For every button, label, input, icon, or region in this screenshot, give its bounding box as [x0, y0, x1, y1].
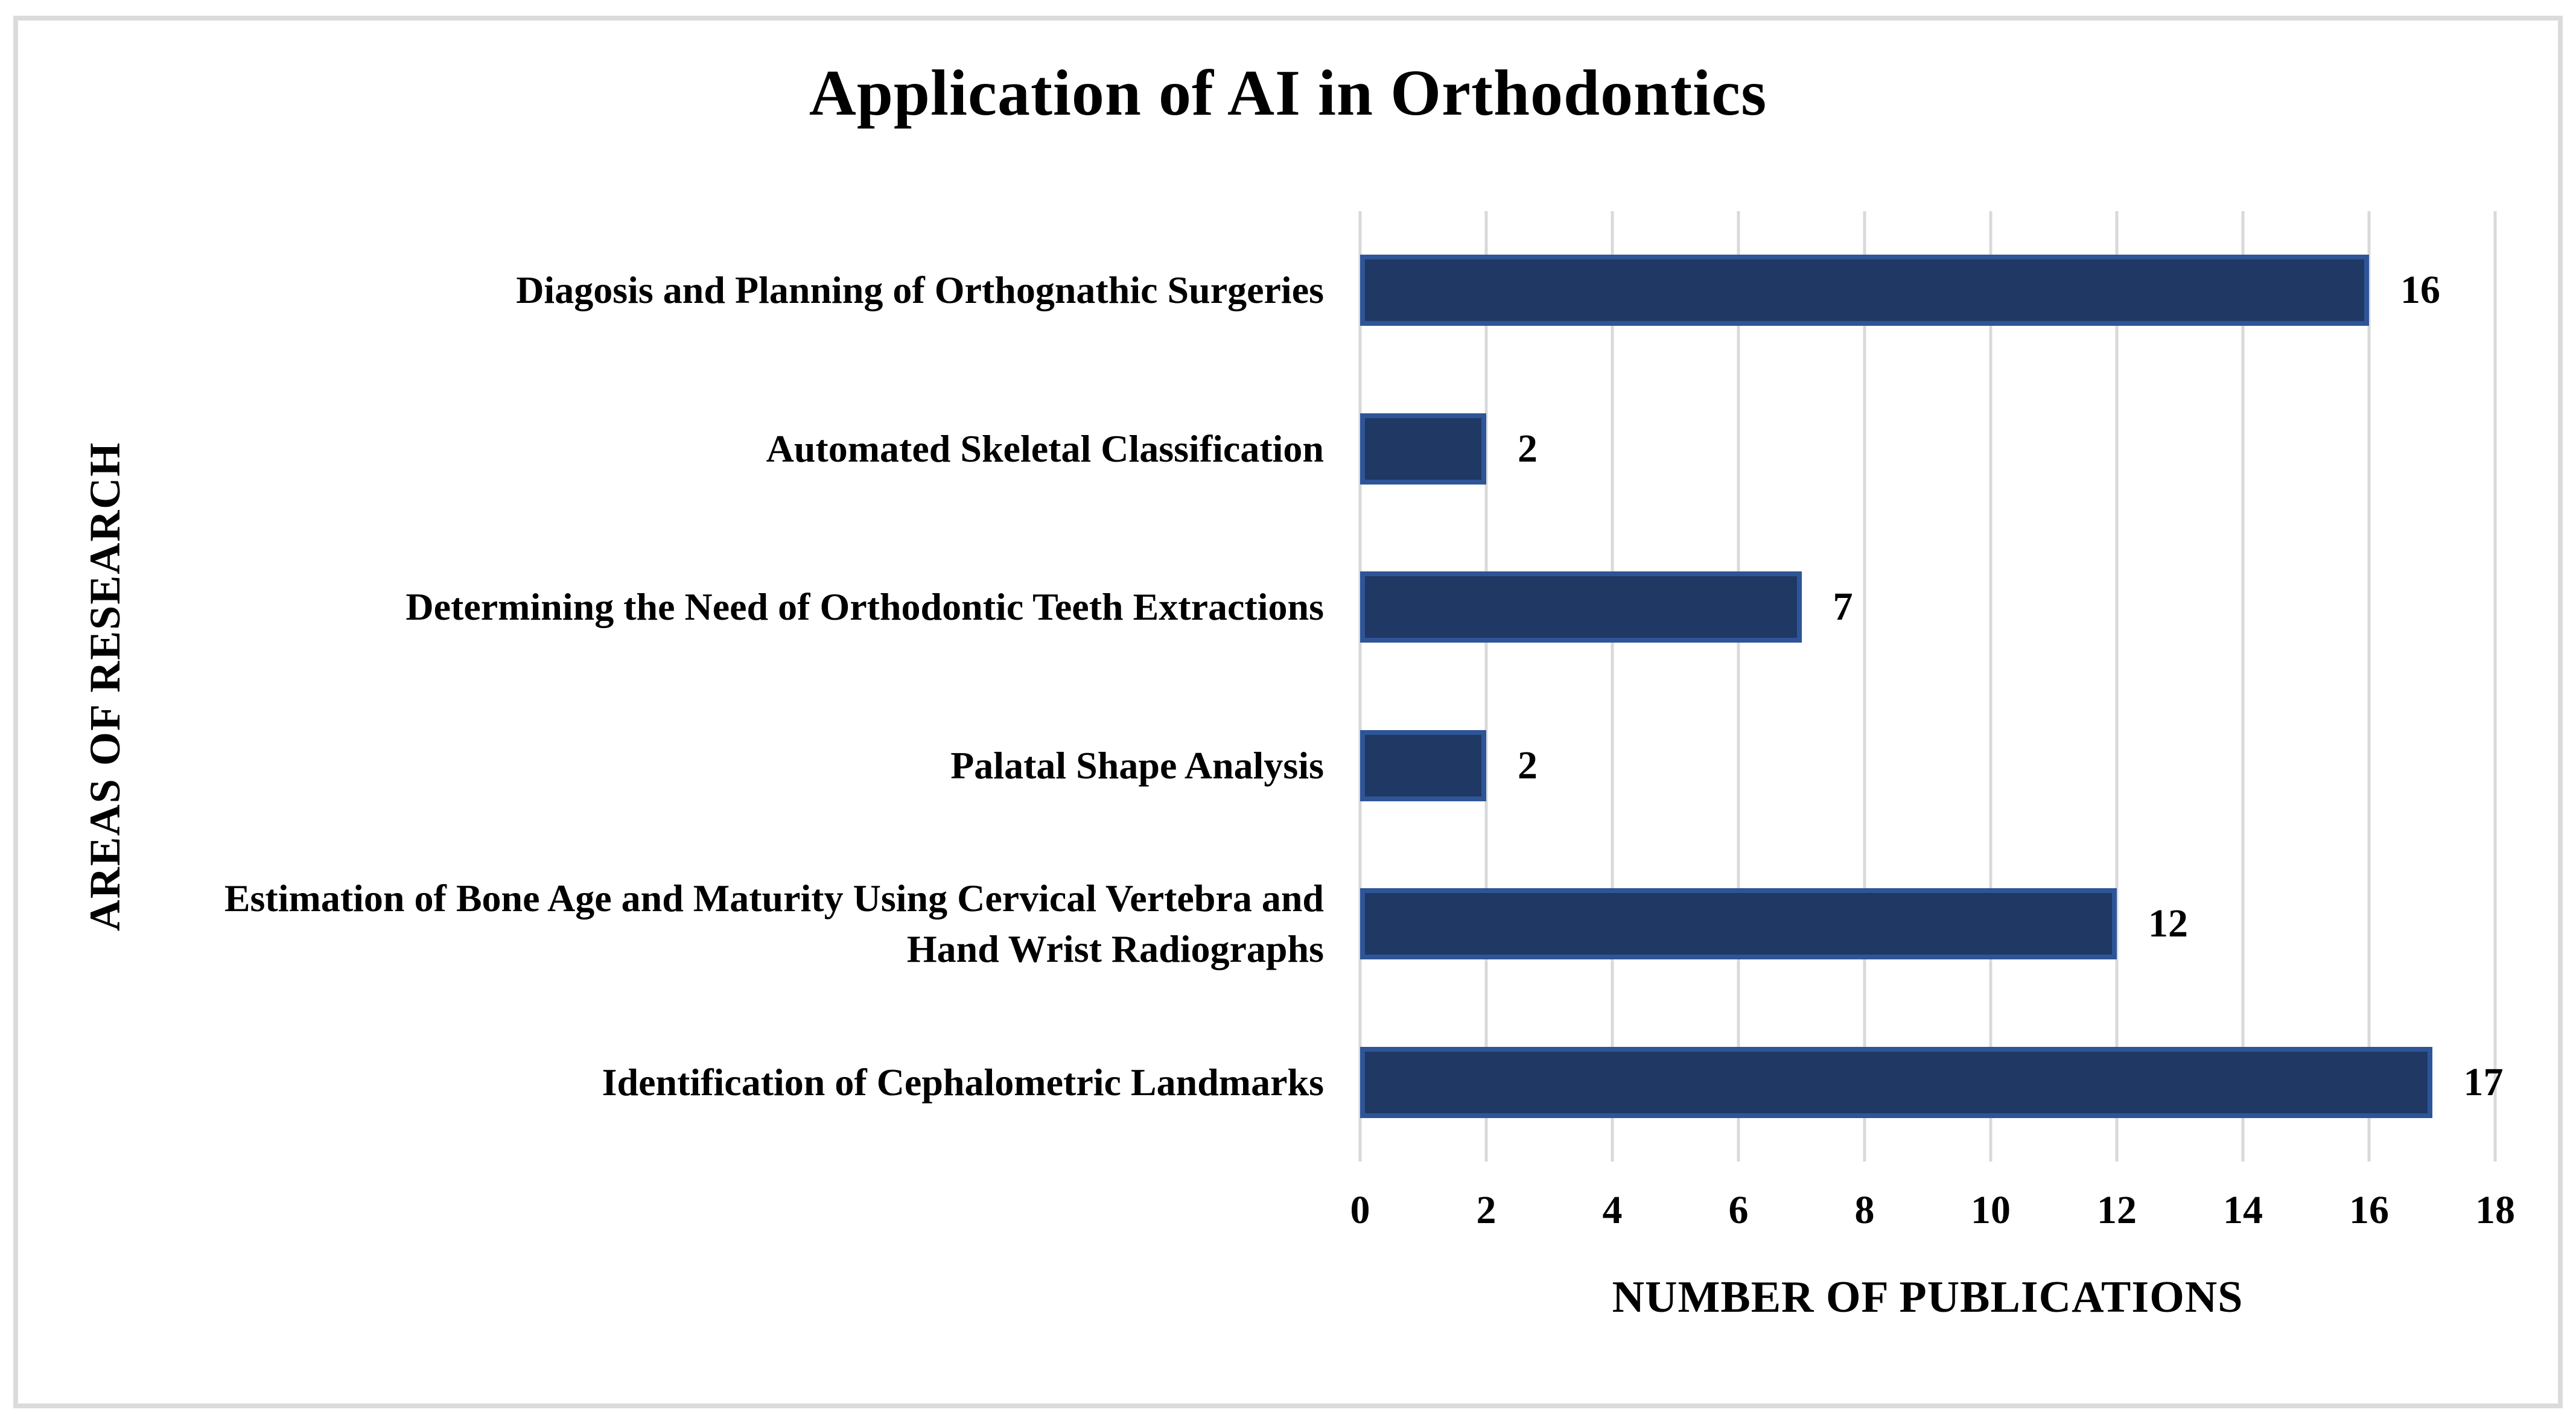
- bar: [1360, 571, 1802, 643]
- category-label: Identification of Cephalometric Landmark…: [602, 1060, 1324, 1104]
- category-label: Automated Skeletal Classification: [766, 427, 1324, 470]
- gridline: [2115, 211, 2119, 1162]
- category-label: Palatal Shape Analysis: [950, 743, 1324, 787]
- x-tick-labels: 0 2 4 6 8 10 12 14 16 18: [1350, 1187, 2516, 1242]
- gridline: [1611, 211, 1614, 1162]
- x-tick-label: 6: [1728, 1188, 1749, 1232]
- gridline: [2493, 211, 2497, 1162]
- bar-value-label: 17: [2463, 1060, 2504, 1104]
- gridline: [1358, 211, 1362, 1162]
- bar-value-label: 7: [1833, 585, 1853, 629]
- y-axis-title-text: AREAS OF RESEARCH: [81, 441, 130, 932]
- x-tick-label: 0: [1350, 1188, 1370, 1232]
- bar-row: 16: [1360, 211, 2495, 370]
- bar-value-label: 2: [1518, 426, 1538, 471]
- x-tick-label: 2: [1476, 1188, 1496, 1232]
- x-tick-label: 10: [1971, 1188, 2011, 1232]
- gridline: [1484, 211, 1488, 1162]
- chart-frame: [13, 16, 2563, 1408]
- bar-row: 17: [1360, 1003, 2504, 1162]
- gridline: [1989, 211, 1992, 1162]
- bar-row: 2: [1360, 687, 2495, 845]
- x-tick-label: 18: [2475, 1188, 2515, 1232]
- gridline: [1737, 211, 1740, 1162]
- x-axis-title: NUMBER OF PUBLICATIONS: [1612, 1273, 2244, 1322]
- bar: [1360, 413, 1486, 485]
- gridline: [1863, 211, 1866, 1162]
- bar: [1360, 255, 2369, 326]
- bar-value-label: 12: [2148, 901, 2188, 946]
- y-axis-title: AREAS OF RESEARCH: [60, 211, 151, 1162]
- x-tick-label: 16: [2349, 1188, 2389, 1232]
- bar-value-label: 2: [1518, 743, 1538, 787]
- gridline: [2367, 211, 2371, 1162]
- bar: [1360, 888, 2117, 960]
- bar: [1360, 1046, 2432, 1118]
- gridline: [2241, 211, 2245, 1162]
- category-axis-labels: Diagosis and Planning of Orthognathic Su…: [151, 211, 1324, 1162]
- bar-row: 2: [1360, 370, 2495, 529]
- bar-row: 12: [1360, 845, 2495, 1003]
- x-tick-label: 8: [1854, 1188, 1875, 1232]
- bar-value-label: 16: [2400, 268, 2440, 313]
- plot-area: 16 2 7 2 12 17: [1358, 211, 2504, 1162]
- category-label: Estimation of Bone Age and Maturity Usin…: [224, 876, 1324, 971]
- category-label: Determining the Need of Orthodontic Teet…: [405, 585, 1324, 629]
- chart-title: Application of AI in Orthodontics: [809, 57, 1767, 129]
- x-tick-label: 4: [1602, 1188, 1623, 1232]
- x-tick-label: 12: [2096, 1188, 2137, 1232]
- bar: [1360, 729, 1486, 801]
- x-tick-label: 14: [2223, 1188, 2263, 1232]
- bar-row: 7: [1360, 528, 2495, 687]
- category-label: Diagosis and Planning of Orthognathic Su…: [516, 269, 1324, 312]
